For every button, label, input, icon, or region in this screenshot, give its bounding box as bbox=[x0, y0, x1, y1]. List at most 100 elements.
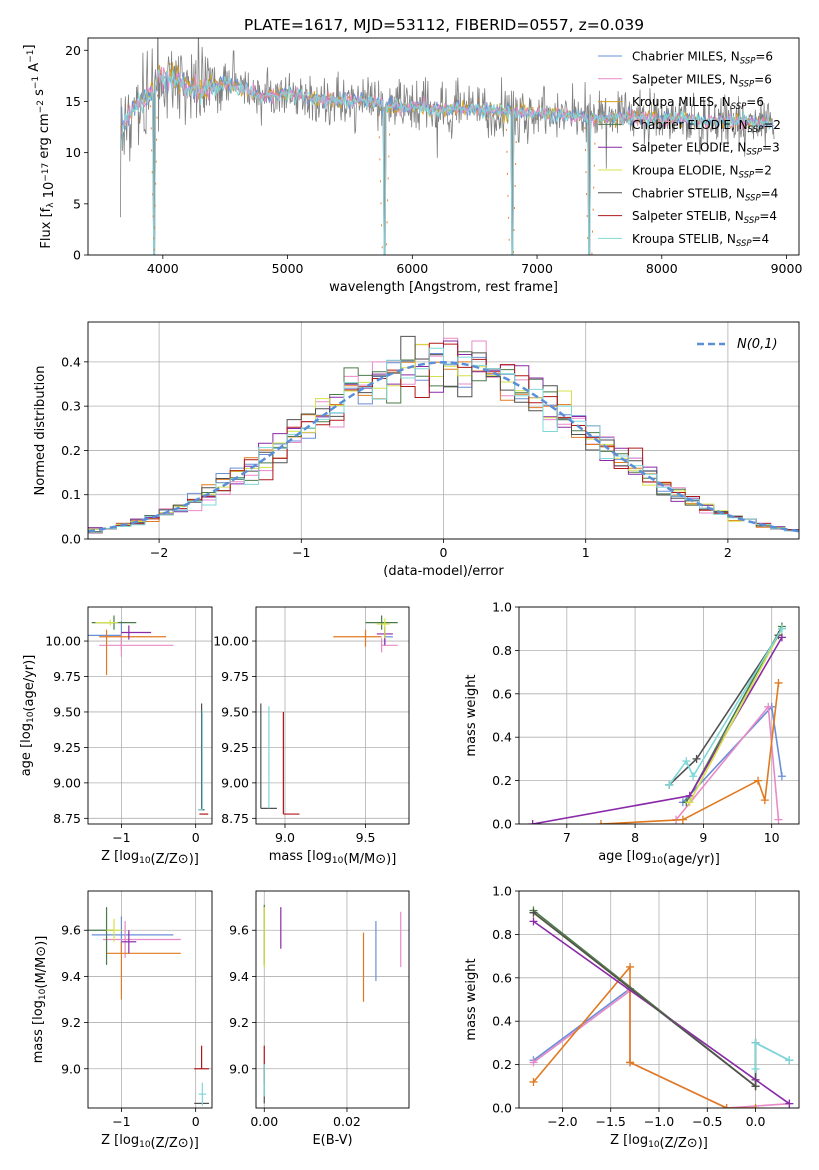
plus-marker bbox=[689, 772, 698, 781]
data-point bbox=[121, 625, 152, 640]
panel-age-vs-Z: −1 0 8.75 9.00 9.25 9.50 9.75 10.00 Z [log10(Z/Z… bbox=[19, 606, 213, 867]
data-point bbox=[194, 1045, 210, 1070]
plus-marker bbox=[529, 917, 538, 926]
panel-mass-vs-EBV: 0.00 0.02 9.0 9.2 9.4 9.6 E(B-V) bbox=[229, 890, 410, 1148]
y-tick-label: 8.75 bbox=[53, 811, 81, 826]
y-tick-label: 9.25 bbox=[221, 740, 249, 755]
x-tick-label: −1 bbox=[112, 830, 130, 845]
legend: Chabrier MILES, NSSP=6 Salpeter MILES, NS… bbox=[598, 50, 781, 249]
x-tick-label: 7000 bbox=[521, 261, 553, 276]
axes-frame bbox=[87, 37, 800, 256]
data-point bbox=[381, 638, 398, 653]
plus-marker bbox=[777, 624, 786, 633]
data-point bbox=[99, 633, 174, 657]
y-tick-label: 10.00 bbox=[213, 634, 249, 649]
data-point bbox=[99, 629, 166, 676]
plot-area-massweight-vs-Z bbox=[529, 906, 794, 1108]
y-tick-label: 1.0 bbox=[492, 884, 512, 899]
plus-marker bbox=[774, 678, 783, 687]
plot-area-spectrum bbox=[120, 38, 775, 255]
y-tick-label: 9.4 bbox=[61, 969, 81, 984]
plus-marker bbox=[692, 754, 701, 763]
normal-reference-curve bbox=[88, 361, 799, 533]
y-tick-label: 9.75 bbox=[221, 669, 249, 684]
plus-marker bbox=[626, 1058, 635, 1067]
mass-weight-line bbox=[533, 912, 757, 1088]
y-tick-label: 9.4 bbox=[229, 969, 249, 984]
x-axis-label: wavelength [Angstrom, rest frame] bbox=[329, 280, 558, 295]
x-axis-label: Z [log10(Z/Z⊙)] bbox=[610, 1133, 708, 1151]
x-tick-label: 10 bbox=[764, 830, 780, 845]
y-tick-label: 9.0 bbox=[61, 1061, 81, 1076]
data-point bbox=[282, 711, 300, 815]
axes-frame bbox=[87, 890, 213, 1109]
x-tick-label: 5000 bbox=[272, 261, 304, 276]
y-tick-label: 0.0 bbox=[61, 532, 81, 547]
y-tick-label: 8.75 bbox=[221, 811, 249, 826]
plus-marker bbox=[751, 1082, 760, 1091]
x-tick-label: 0.00 bbox=[250, 1114, 278, 1129]
figure-title: PLATE=1617, MJD=53112, FIBERID=0557, z=0… bbox=[244, 16, 644, 34]
panel-residuals: −2 −1 0 1 2 0.0 0.1 0.2 0.3 0.4 (data-model)/error… bbox=[33, 321, 800, 579]
y-tick-label: 9.75 bbox=[53, 669, 81, 684]
legend: N(0,1) bbox=[697, 337, 778, 352]
y-tick-label: 0.8 bbox=[492, 643, 512, 658]
y-axis-label: mass weight bbox=[464, 958, 479, 1040]
plot-area-mass-vs-EBV bbox=[263, 904, 402, 1104]
plus-marker bbox=[626, 962, 635, 971]
data-point bbox=[88, 907, 114, 965]
plus-marker bbox=[529, 1077, 538, 1086]
x-tick-label: −1 bbox=[112, 1114, 130, 1129]
mass-weight-line bbox=[688, 628, 783, 803]
x-tick-label: 0 bbox=[192, 1114, 200, 1129]
x-tick-label: −2 bbox=[150, 545, 168, 560]
plus-marker bbox=[754, 776, 763, 785]
y-tick-label: 5 bbox=[73, 196, 81, 211]
mass-weight-line bbox=[668, 628, 783, 786]
y-tick-label: 0.2 bbox=[492, 1057, 512, 1072]
axes-frame bbox=[87, 606, 213, 825]
y-tick-label: 0.2 bbox=[492, 773, 512, 788]
x-tick-label: 2 bbox=[724, 545, 732, 560]
y-tick-label: 0.4 bbox=[61, 354, 81, 369]
x-tick-label: −1 bbox=[292, 545, 310, 560]
axes-frame bbox=[255, 606, 410, 825]
plot-area-age-vs-mass bbox=[260, 615, 398, 815]
x-axis-label: age [log10(age/yr)] bbox=[598, 849, 720, 867]
legend-entry: N(0,1) bbox=[737, 337, 778, 352]
axes-frame bbox=[518, 890, 800, 1109]
data-point bbox=[333, 629, 382, 647]
data-point bbox=[95, 619, 118, 626]
y-tick-label: 9.2 bbox=[229, 1015, 249, 1030]
plus-marker bbox=[774, 815, 783, 824]
x-tick-label: 0 bbox=[440, 545, 448, 560]
plus-marker bbox=[722, 1104, 731, 1108]
y-axis-label: mass weight bbox=[464, 674, 479, 756]
plus-marker bbox=[529, 1058, 538, 1067]
plot-area-residuals bbox=[88, 335, 799, 534]
histogram-series bbox=[88, 347, 799, 533]
legend-entry: Salpeter STELIB, NSSP=4 bbox=[632, 209, 777, 226]
panel-spectrum: 4000 5000 6000 7000 8000 9000 0 5 10 15 20 waveleng… bbox=[22, 37, 802, 295]
mass-weight-line bbox=[532, 636, 783, 824]
data-point bbox=[198, 1082, 207, 1106]
y-tick-label: 9.6 bbox=[229, 923, 249, 938]
y-axis-label: mass [log10(M/M⊙)] bbox=[31, 936, 49, 1064]
x-tick-label: 0 bbox=[192, 830, 200, 845]
y-tick-label: 9.00 bbox=[221, 775, 249, 790]
legend-entry: Kroupa MILES, NSSP=6 bbox=[632, 95, 764, 112]
y-tick-label: 20 bbox=[65, 43, 81, 58]
y-tick-label: 0.4 bbox=[492, 1014, 512, 1029]
plus-marker bbox=[785, 1099, 794, 1108]
plus-marker bbox=[596, 820, 605, 824]
y-tick-label: 0.0 bbox=[492, 817, 512, 832]
plus-marker bbox=[678, 815, 687, 824]
plot-area-massweight-vs-age bbox=[528, 622, 786, 824]
plus-marker bbox=[777, 772, 786, 781]
y-axis-label: Flux [fλ 10−17 erg cm−2 s−1 A−1] bbox=[22, 44, 57, 248]
x-axis-label: Z [log10(Z/Z⊙)] bbox=[101, 1133, 199, 1151]
data-point bbox=[106, 918, 122, 942]
x-tick-label: 9.5 bbox=[356, 830, 376, 845]
y-tick-label: 0.2 bbox=[61, 443, 81, 458]
